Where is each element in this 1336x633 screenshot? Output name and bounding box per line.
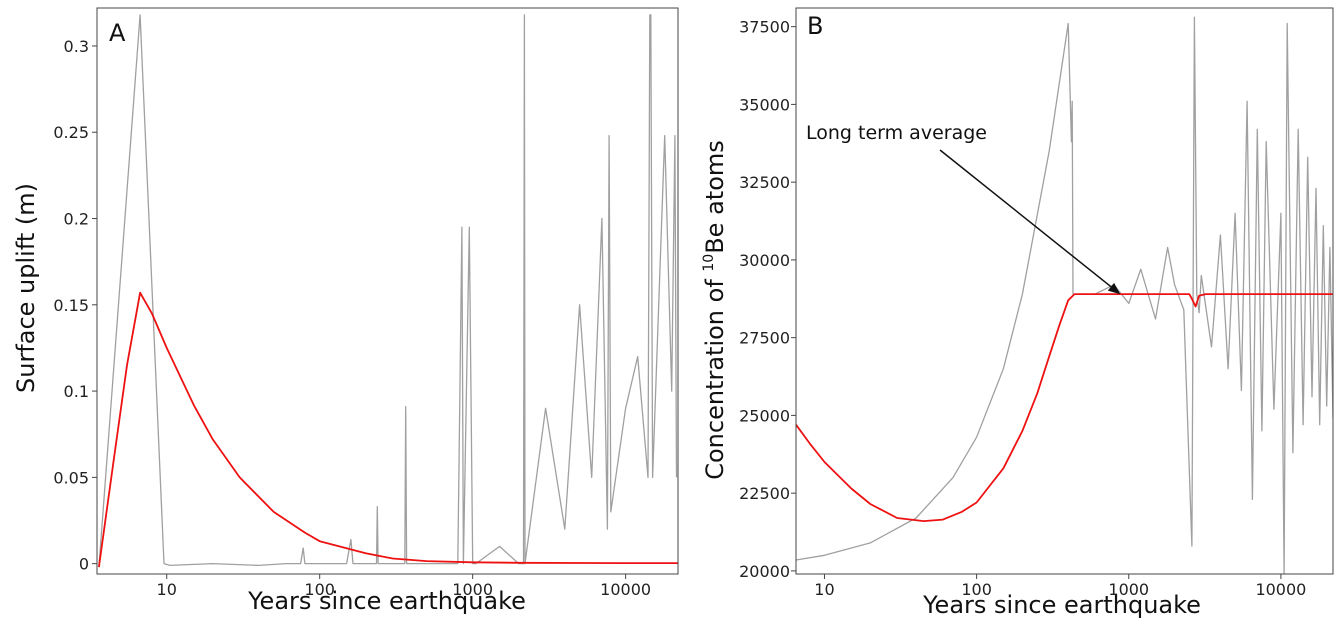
ticks-b: 10 100 1000 10000 20000 22500 25000 27500 30000 3… (739, 18, 1306, 599)
series-layer-a (98, 14, 678, 568)
x-tick-label: 1000 (1108, 580, 1149, 599)
x-tick-label: 10 (814, 580, 834, 599)
x-tick-label: 1000 (452, 580, 493, 599)
chart-panel-b: 10 100 1000 10000 20000 22500 25000 27500 30000 3… (701, 7, 1334, 619)
x-tick-label: 100 (961, 580, 992, 599)
y-axis-label-b: Concentration of 10Be atoms (701, 140, 729, 480)
y-axis-label-b-sup: 10 (701, 254, 717, 272)
y-tick-label: 35000 (739, 95, 790, 114)
x-tick-label: 10000 (600, 580, 651, 599)
y-tick-label: 0 (79, 555, 89, 574)
panel-label-b: B (807, 12, 823, 40)
y-tick-label: 30000 (739, 251, 790, 270)
series-layer-b (796, 16, 1333, 574)
annotation-text: Long term average (806, 122, 987, 144)
ticks-a: 10 100 1000 10000 0 0.05 0.1 0.15 0.2 0.25 0.3 (53, 37, 651, 599)
y-axis-label-b-suffix: Be atoms (701, 140, 729, 254)
panel-label-a: A (109, 19, 126, 47)
y-tick-label: 0.1 (64, 382, 89, 401)
y-tick-label: 20000 (739, 562, 790, 581)
series-line-a-2 (98, 291, 678, 568)
x-tick-label: 100 (304, 580, 335, 599)
series-line-b-2 (796, 293, 1333, 522)
y-tick-label: 0.05 (53, 468, 89, 487)
series-line-a-1 (98, 14, 678, 568)
y-tick-label: 25000 (739, 406, 790, 425)
chart-panel-a: 10 100 1000 10000 0 0.05 0.1 0.15 0.2 0.25 0.3 A Y… (12, 7, 679, 615)
y-tick-label: 22500 (739, 484, 790, 503)
x-axis-label-a: Years since earthquake (247, 587, 526, 615)
series-line-b-1 (796, 16, 1333, 574)
y-tick-label: 0.25 (53, 123, 89, 142)
y-axis-label-b-prefix: Concentration of (701, 272, 729, 480)
y-tick-label: 27500 (739, 329, 790, 348)
annotation-arrow-head (1107, 282, 1121, 295)
y-tick-label: 32500 (739, 173, 790, 192)
annotation-arrow-line (939, 149, 1112, 288)
y-tick-label: 0.2 (64, 210, 89, 229)
plot-frame-b (795, 7, 1334, 575)
annotation-long-term-average: Long term average (806, 122, 1121, 295)
x-axis-label-b: Years since earthquake (922, 591, 1201, 619)
plot-frame-a (96, 7, 679, 575)
y-axis-label-a: Surface uplift (m) (12, 183, 40, 393)
y-tick-label: 0.15 (53, 296, 89, 315)
y-tick-label: 37500 (739, 18, 790, 37)
x-tick-label: 10 (157, 580, 177, 599)
x-tick-label: 10000 (1255, 580, 1306, 599)
y-tick-label: 0.3 (64, 37, 89, 56)
